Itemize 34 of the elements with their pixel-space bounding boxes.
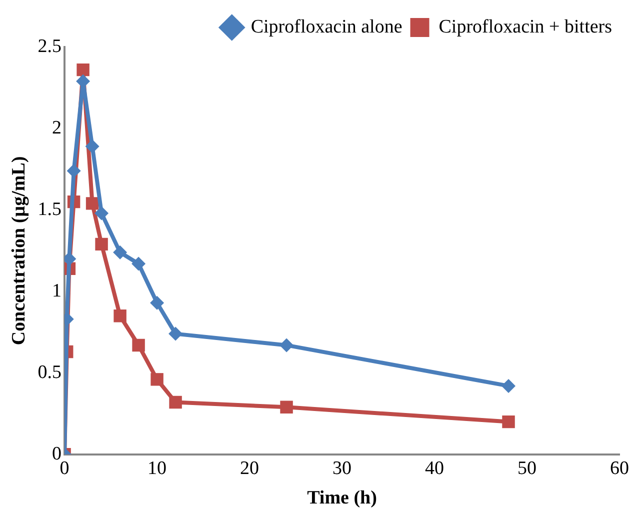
x-tick-label: 60	[610, 458, 629, 479]
point	[66, 164, 81, 178]
point	[94, 206, 109, 220]
point	[95, 238, 108, 251]
x-tick-label: 10	[148, 458, 167, 479]
point	[280, 338, 294, 352]
y-axis-title: Concentration (µg/mL)	[8, 156, 30, 346]
point	[113, 245, 128, 260]
y-tick-label: 2	[52, 117, 62, 138]
x-axis-title: Time (h)	[307, 488, 377, 509]
point	[502, 378, 516, 393]
point	[502, 415, 515, 428]
x-tick-label: 20	[240, 458, 260, 479]
point	[132, 256, 146, 271]
x-tick-label: 30	[332, 458, 352, 479]
point	[76, 63, 90, 76]
x-tick-label: 50	[518, 458, 537, 479]
x-tick-label: 40	[425, 458, 444, 479]
point	[86, 197, 99, 210]
y-tick-label: 1	[52, 280, 62, 302]
point	[150, 296, 164, 310]
point	[169, 396, 182, 409]
y-tick-label: 1.5	[38, 198, 62, 220]
y-tick-label: 0.5	[38, 362, 62, 383]
point	[85, 139, 100, 154]
point	[132, 338, 145, 352]
y-tick-label: 0	[52, 443, 62, 464]
point	[114, 310, 126, 322]
point	[280, 400, 293, 414]
point	[150, 373, 164, 386]
legend-label: Ciprofloxacin alone	[250, 16, 402, 38]
point	[168, 326, 183, 341]
y-tick-label: 2.5	[38, 36, 62, 57]
legend-label: Ciprofloxacin + bitters	[438, 16, 612, 38]
